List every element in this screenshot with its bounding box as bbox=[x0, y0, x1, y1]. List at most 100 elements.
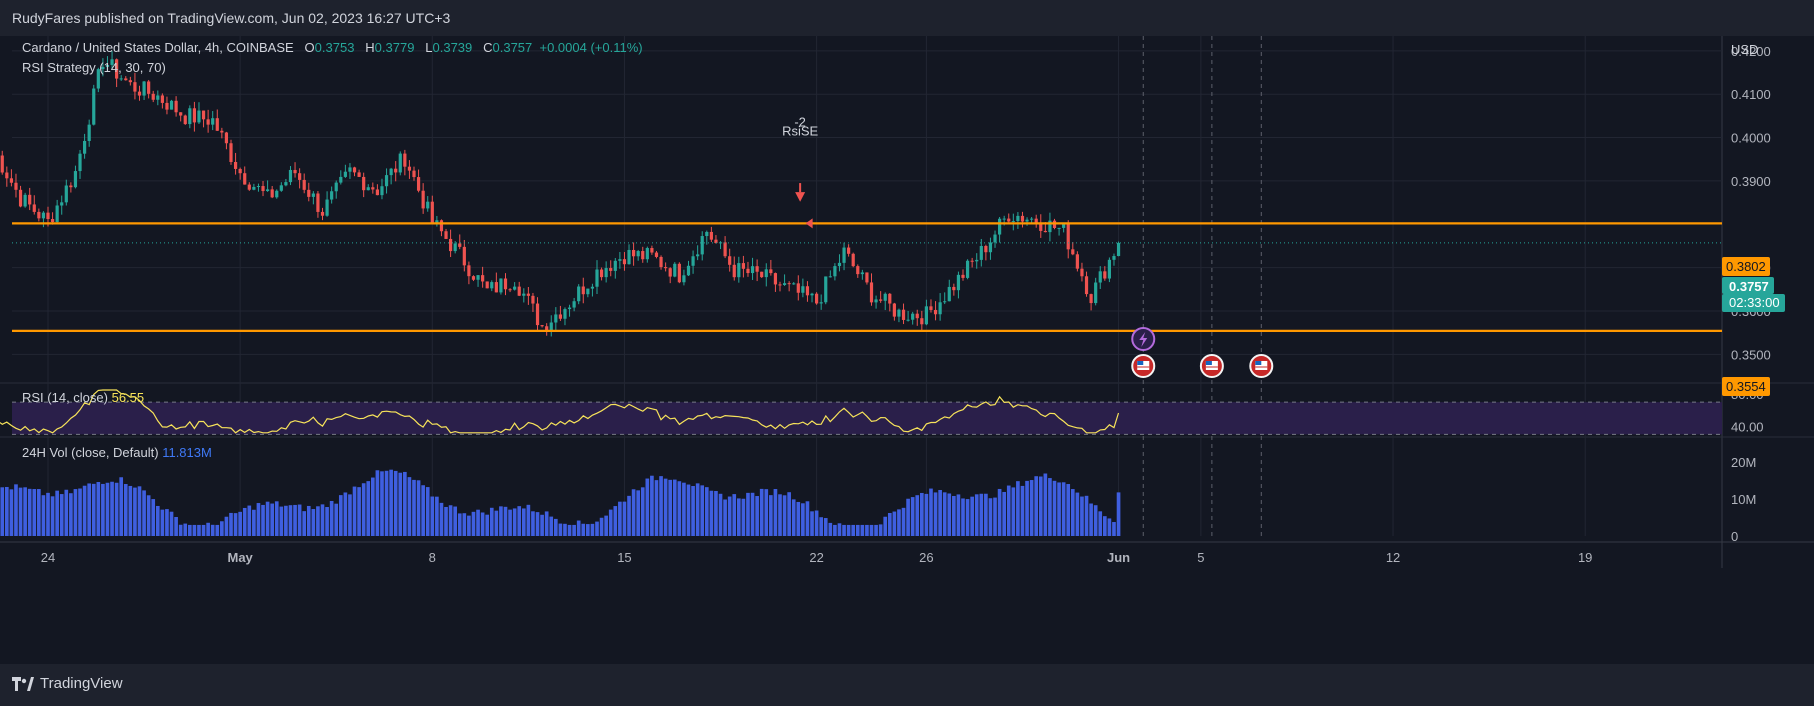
candle-body bbox=[357, 172, 361, 177]
volume-bar bbox=[137, 486, 142, 536]
candle-body bbox=[760, 271, 764, 278]
flag-canton bbox=[1255, 361, 1262, 365]
volume-bar bbox=[540, 514, 544, 536]
volume-bar bbox=[114, 482, 119, 536]
volume-bar bbox=[984, 493, 988, 536]
candle-body bbox=[1002, 218, 1006, 220]
candle-body bbox=[494, 282, 498, 293]
volume-bar bbox=[700, 485, 705, 536]
rsi-line[interactable] bbox=[0, 389, 1120, 434]
candle-body bbox=[18, 189, 23, 207]
candle-body bbox=[906, 319, 910, 321]
volume-bar bbox=[187, 524, 192, 536]
open-value: 0.3753 bbox=[314, 40, 355, 55]
candle-body bbox=[211, 118, 215, 125]
volume-bar bbox=[755, 496, 759, 536]
volume-bar bbox=[357, 487, 361, 536]
candle-body bbox=[105, 64, 110, 67]
volume-bar bbox=[503, 506, 508, 536]
candle-body bbox=[366, 187, 370, 191]
candle-body bbox=[792, 283, 796, 285]
candle-body bbox=[879, 299, 883, 301]
candle-body bbox=[28, 194, 32, 205]
sell-signal-arrow-icon[interactable] bbox=[795, 192, 806, 202]
candle-body bbox=[645, 248, 649, 260]
volume-bar bbox=[1020, 485, 1025, 536]
candle-body bbox=[833, 266, 837, 277]
candle-body bbox=[535, 303, 540, 326]
volume-bar bbox=[9, 489, 14, 536]
volume-bar bbox=[489, 507, 494, 536]
volume-bar bbox=[87, 483, 92, 536]
candle-body bbox=[993, 234, 997, 243]
candle-body bbox=[590, 286, 595, 289]
candle-body bbox=[92, 88, 96, 125]
volume-bar bbox=[316, 506, 320, 536]
tradingview-brand[interactable]: TradingView bbox=[12, 675, 123, 692]
volume-legend[interactable]: 24H Vol (close, Default) 11.813M bbox=[22, 445, 212, 460]
candle-body bbox=[37, 211, 41, 219]
candle-body bbox=[622, 259, 627, 265]
candle-body bbox=[334, 182, 338, 192]
volume-bar bbox=[1089, 503, 1093, 536]
volume-bar bbox=[146, 495, 151, 536]
candle-body bbox=[540, 325, 544, 327]
volume-bar bbox=[883, 516, 888, 536]
price-tick-label: 0.4000 bbox=[1731, 131, 1771, 146]
volume-bar bbox=[787, 492, 791, 536]
candle-body bbox=[847, 247, 851, 254]
volume-bar bbox=[41, 495, 46, 536]
volume-bar bbox=[837, 523, 842, 536]
volume-bar bbox=[782, 495, 787, 536]
volume-bar bbox=[311, 509, 316, 536]
volume-bar bbox=[1061, 482, 1066, 536]
candle-body bbox=[581, 286, 585, 295]
candle-body bbox=[302, 179, 306, 190]
volume-bar bbox=[32, 489, 37, 536]
volume-bar bbox=[334, 503, 339, 536]
volume-bar bbox=[1057, 482, 1061, 536]
strategy-legend[interactable]: RSI Strategy (14, 30, 70) bbox=[22, 60, 166, 75]
candle-body bbox=[522, 293, 526, 296]
lightning-bolt bbox=[1139, 332, 1148, 347]
candle-body bbox=[394, 168, 398, 173]
volume-bar bbox=[988, 498, 993, 536]
volume-bar bbox=[59, 494, 64, 536]
volume-bar bbox=[485, 514, 490, 536]
candle-body bbox=[339, 176, 343, 183]
candle-body bbox=[773, 273, 778, 285]
candle-body bbox=[1094, 282, 1098, 304]
candle-body bbox=[984, 245, 988, 253]
chart-canvas[interactable]: 0.42000.41000.40000.39000.37000.36000.35… bbox=[0, 36, 1814, 664]
rsi-legend[interactable]: RSI (14, close) 56.55 bbox=[22, 390, 144, 405]
publisher-bar: RudyFares published on TradingView.com, … bbox=[0, 0, 1814, 36]
candle-body bbox=[1048, 220, 1052, 233]
volume-bar bbox=[878, 524, 883, 536]
flag-field bbox=[1255, 361, 1268, 370]
volume-bar bbox=[810, 511, 814, 536]
candle-body bbox=[183, 115, 187, 125]
candle-body bbox=[901, 309, 906, 320]
volume-bar bbox=[732, 494, 737, 536]
candle-body bbox=[636, 251, 640, 257]
publisher-text: RudyFares published on TradingView.com, … bbox=[12, 10, 451, 26]
candle-body bbox=[389, 168, 393, 176]
volume-bar bbox=[247, 505, 252, 536]
volume-bar bbox=[361, 483, 366, 536]
volume-bar bbox=[933, 492, 938, 536]
volume-bar bbox=[599, 517, 604, 536]
candle-body bbox=[856, 266, 860, 275]
volume-bar bbox=[123, 484, 128, 536]
candle-body bbox=[705, 231, 709, 237]
candle-body bbox=[174, 100, 178, 113]
volume-title: 24H Vol (close, Default) bbox=[22, 445, 159, 460]
volume-bar bbox=[105, 482, 110, 536]
volume-bar bbox=[343, 492, 348, 536]
chart-background bbox=[0, 36, 1814, 664]
volume-bar bbox=[393, 470, 398, 536]
candle-body bbox=[444, 231, 448, 239]
candle-body bbox=[1107, 259, 1112, 279]
candle-body bbox=[311, 193, 315, 197]
volume-bar bbox=[55, 490, 59, 536]
candle-body bbox=[165, 102, 169, 110]
